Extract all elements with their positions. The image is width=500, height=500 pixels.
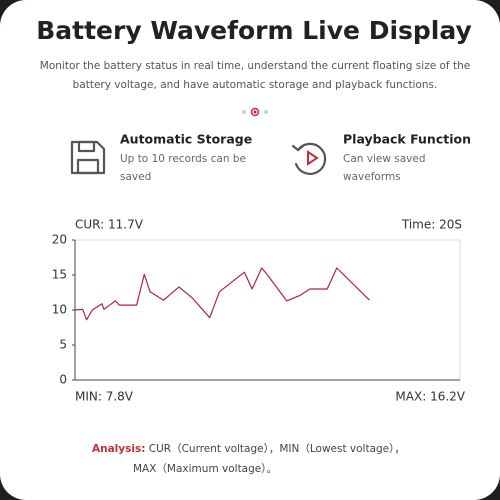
dot[interactable] <box>264 110 268 114</box>
feature-desc: waveforms <box>343 171 401 183</box>
floppy-icon <box>70 140 106 175</box>
replay-icon <box>291 142 327 175</box>
min-label: MIN: 7.8V <box>75 390 134 404</box>
y-tick-label: 5 <box>59 338 67 352</box>
time-label: Time: 20S <box>401 218 462 232</box>
dot[interactable] <box>242 110 246 114</box>
subtitle: battery voltage, and have automatic stor… <box>73 79 438 91</box>
feature-desc: Can view saved <box>343 153 426 165</box>
title: Battery Waveform Live Display <box>36 16 472 45</box>
feature-desc: Up to 10 records can be <box>120 153 246 165</box>
dot-active[interactable] <box>250 107 260 117</box>
analysis-text: CUR（Current voltage），MIN（Lowest voltage）… <box>145 443 404 455</box>
y-tick-label: 10 <box>52 303 67 317</box>
dot-active-core <box>253 110 257 114</box>
y-tick-label: 20 <box>52 233 67 247</box>
feature-desc: saved <box>120 171 151 183</box>
y-tick-label: 15 <box>52 268 67 282</box>
analysis-label: Analysis: <box>92 443 145 455</box>
max-label: MAX: 16.2V <box>395 390 465 404</box>
analysis: Analysis: CUR（Current voltage），MIN（Lowes… <box>92 443 405 455</box>
page-dots <box>242 107 268 117</box>
analysis-text: MAX（Maximum voltage）。 <box>133 463 277 475</box>
cur-label: CUR: 11.7V <box>75 218 144 232</box>
y-tick-label: 0 <box>59 373 67 387</box>
feature-title: Playback Function <box>343 132 471 147</box>
feature-title: Automatic Storage <box>120 132 252 147</box>
voltage-line <box>74 267 370 321</box>
subtitle: Monitor the battery status in real time,… <box>40 60 470 72</box>
